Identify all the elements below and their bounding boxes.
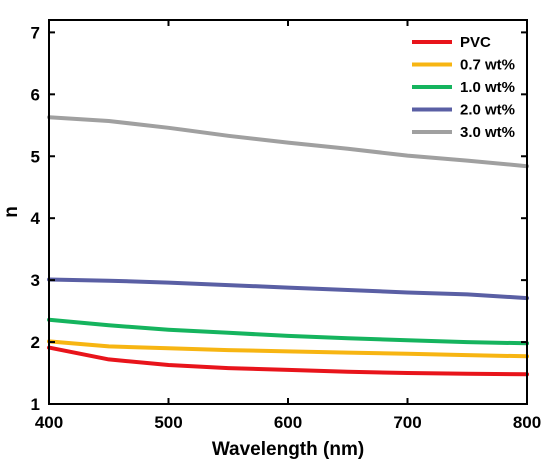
y-tick-label: 6	[31, 85, 40, 104]
y-tick-label: 5	[31, 147, 40, 166]
series-line-3	[47, 277, 529, 301]
y-tick-label: 1	[31, 395, 40, 414]
legend-label-3: 2.0 wt%	[460, 102, 515, 119]
series-line-4	[47, 115, 529, 169]
x-tick-label: 600	[274, 413, 302, 432]
legend-label-1: 0.7 wt%	[460, 57, 515, 74]
x-tick-label: 500	[154, 413, 182, 432]
y-tick-label: 3	[31, 271, 40, 290]
x-axis-title: Wavelength (nm)	[212, 439, 364, 460]
legend-label-4: 3.0 wt%	[460, 124, 515, 141]
series-layer	[47, 115, 529, 377]
legend-label-0: PVC	[460, 34, 491, 51]
y-axis-title: n	[1, 206, 22, 218]
legend-label-2: 1.0 wt%	[460, 79, 515, 96]
series-line-2	[47, 317, 529, 346]
x-tick-label: 800	[513, 413, 541, 432]
y-tick-label: 7	[31, 23, 40, 42]
y-tick-label: 2	[31, 333, 40, 352]
x-tick-label: 400	[35, 413, 63, 432]
x-tick-label: 700	[393, 413, 421, 432]
y-tick-label: 4	[31, 209, 41, 228]
series-line-1	[47, 339, 529, 359]
series-line-0	[47, 345, 529, 377]
ticks-layer: 400 500 600 700 800 1 2 3 4 5 6 7	[31, 20, 541, 432]
legend: PVC 0.7 wt% 1.0 wt% 2.0 wt% 3.0 wt%	[412, 34, 515, 141]
